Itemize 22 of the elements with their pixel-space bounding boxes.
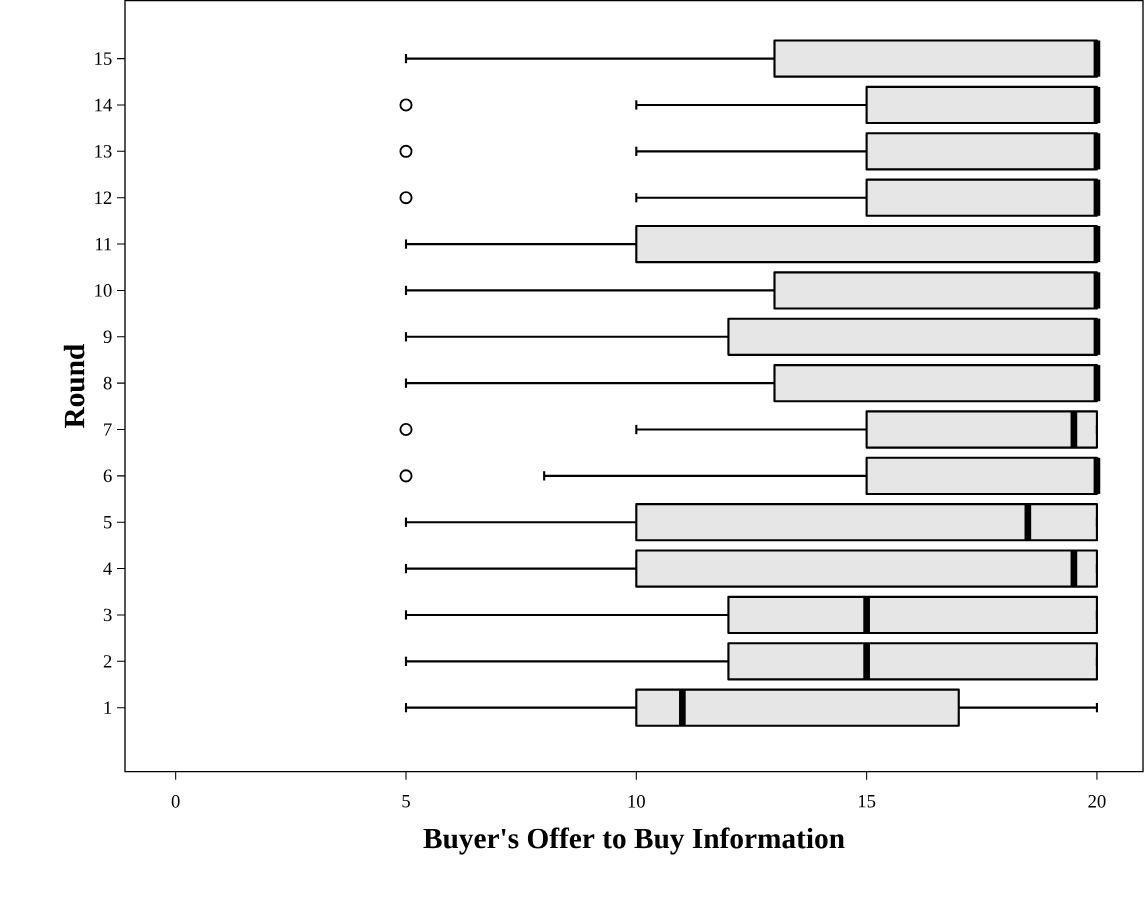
x-tick-label: 15 bbox=[858, 795, 876, 808]
y-tick-label: 11 bbox=[95, 237, 112, 251]
y-tick-label: 12 bbox=[95, 191, 112, 204]
y-tick-label: 2 bbox=[103, 655, 112, 668]
y-tick-label: 9 bbox=[103, 330, 112, 344]
y-tick-label: 5 bbox=[104, 516, 112, 529]
y-axis-title: Round bbox=[63, 344, 85, 429]
x-tick-label: 10 bbox=[628, 795, 645, 808]
y-tick-label: 14 bbox=[95, 98, 113, 112]
x-axis-title: Buyer's Offer to Buy Information bbox=[423, 827, 845, 855]
y-tick-label: 6 bbox=[103, 469, 112, 483]
y-tick-label: 15 bbox=[95, 52, 112, 65]
y-tick-label: 3 bbox=[103, 608, 112, 622]
y-tick-label: 7 bbox=[104, 423, 112, 436]
y-tick-label: 1 bbox=[104, 701, 112, 714]
x-tick-label: 0 bbox=[171, 795, 180, 808]
y-tick-label: 10 bbox=[95, 284, 112, 297]
y-tick-label: 8 bbox=[103, 376, 112, 390]
x-tick-label: 20 bbox=[1088, 795, 1106, 808]
x-tick-label: 5 bbox=[402, 795, 410, 808]
y-tick-label: 4 bbox=[103, 562, 113, 575]
y-tick-label: 13 bbox=[95, 145, 112, 158]
